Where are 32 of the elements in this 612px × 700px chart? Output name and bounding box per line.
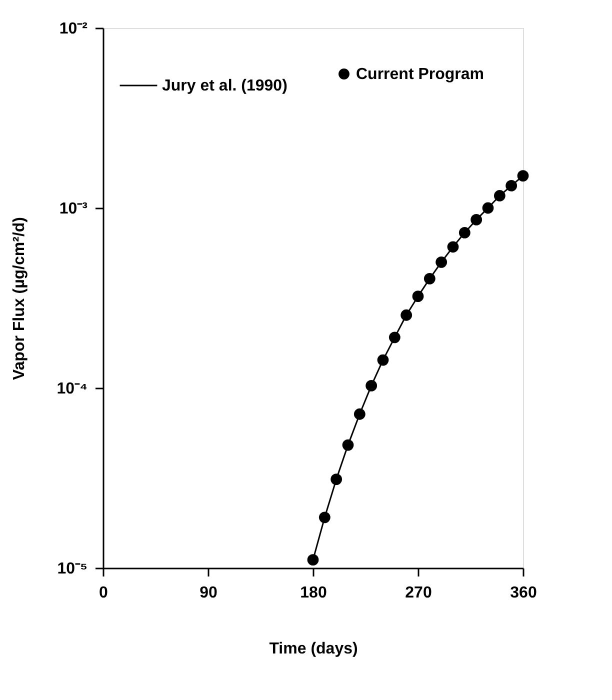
- y-tick-label: 10⁻³: [59, 200, 88, 218]
- y-tick-label: 10⁻⁴: [56, 380, 88, 398]
- point: [400, 309, 412, 321]
- point: [447, 241, 459, 253]
- point: [318, 512, 330, 524]
- x-tick-label: 270: [405, 584, 432, 602]
- x-tick-label: 180: [300, 584, 327, 602]
- legend-label: Current Program: [356, 66, 484, 83]
- x-tick-label: 0: [99, 584, 108, 602]
- point: [482, 202, 494, 214]
- legend-label: Jury et al. (1990): [162, 78, 288, 94]
- point: [494, 190, 506, 202]
- point: [377, 354, 389, 366]
- point: [307, 554, 319, 566]
- point: [330, 474, 342, 485]
- point: [424, 272, 436, 284]
- point: [506, 180, 518, 192]
- point: [366, 380, 378, 392]
- x-tick-label: 90: [200, 584, 218, 602]
- point: [342, 439, 354, 451]
- point: [436, 256, 448, 268]
- x-axis-title: Time (days): [269, 640, 358, 658]
- point: [470, 214, 482, 226]
- y-axis-title: Vapor Flux (µg/cm²/d): [10, 216, 28, 380]
- y-tick-label: 10⁻²: [59, 20, 88, 38]
- point: [354, 408, 366, 420]
- point: [412, 290, 424, 302]
- point: [517, 170, 529, 182]
- y-tick-label: 10⁻⁵: [57, 560, 88, 578]
- point: [388, 332, 400, 344]
- x-tick-label: 360: [510, 584, 537, 602]
- point: [458, 227, 470, 238]
